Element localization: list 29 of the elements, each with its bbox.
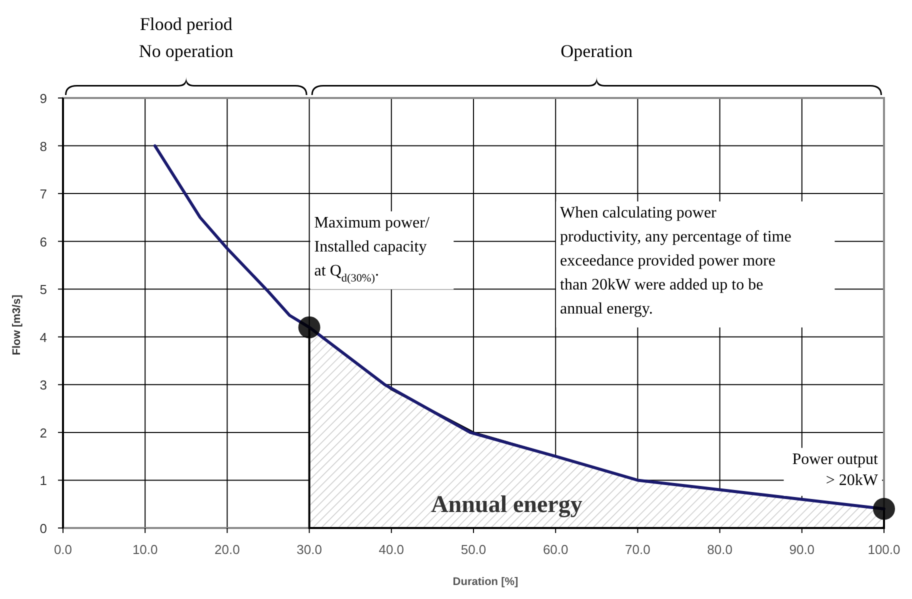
x-axis-title: Duration [%] [452, 576, 519, 588]
y-tick-label: 8 [40, 138, 47, 154]
y-tick-label: 1 [40, 473, 47, 488]
y-axis-title: Flow [m3/s] [11, 294, 23, 356]
y-tick-label: 5 [40, 282, 47, 298]
x-tick-label: 70.0 [625, 542, 650, 557]
y-tick-label: 4 [40, 330, 47, 345]
x-tick-label: 50.0 [460, 542, 486, 557]
y-tick-label: 0 [40, 521, 47, 536]
annotation: Maximum power/ Installed capacity at Q$_{d(30%)}$. [314, 214, 430, 284]
x-tick-label: 40.0 [378, 542, 404, 557]
x-tick-label: 60.0 [542, 542, 568, 557]
text: Flood period No operation [138, 14, 234, 61]
y-tick-label: 3 [40, 378, 47, 393]
annotation: Annual energy [430, 492, 582, 518]
x-tick-label: 80.0 [707, 542, 732, 557]
y-tick-label: 9 [40, 91, 47, 106]
x-tick-label: 100.0 [868, 542, 900, 557]
text: Operation [560, 41, 633, 61]
y-tick-label: 7 [40, 186, 47, 202]
x-tick-label: 90.0 [789, 542, 815, 557]
y-tick-label: 6 [40, 234, 47, 250]
annotation: Power output > 20kW [792, 450, 879, 489]
x-tick-label: 20.0 [214, 542, 240, 557]
x-tick-label: 10.0 [132, 542, 158, 557]
x-tick-label: 30.0 [296, 542, 322, 557]
x-tick-label: 0.0 [54, 542, 72, 557]
y-tick-label: 2 [40, 425, 47, 440]
annotation: When calculating power productivity, any percentage of time exceedance provided power more than 20kW were added up to be annual energy. [560, 204, 792, 318]
